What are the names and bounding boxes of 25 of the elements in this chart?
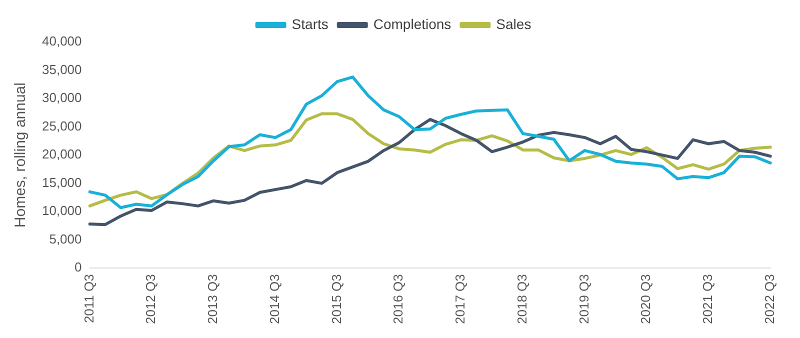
x-tick-label: 2015 Q3 bbox=[328, 274, 344, 324]
x-tick-label: 2013 Q3 bbox=[205, 274, 220, 324]
x-tick-label: 2020 Q3 bbox=[638, 274, 654, 324]
x-tick-label: 2012 Q3 bbox=[143, 274, 158, 324]
legend-label: Sales bbox=[496, 16, 532, 32]
legend-label: Completions bbox=[373, 16, 452, 32]
x-tick-label: 2019 Q3 bbox=[576, 274, 592, 324]
y-axis-title: Homes, rolling annual bbox=[12, 82, 30, 228]
y-tick-label: 35,000 bbox=[42, 62, 82, 77]
y-tick-label: 15,000 bbox=[42, 174, 82, 190]
y-tick-label: 20,000 bbox=[42, 146, 82, 162]
x-tick-label: 2018 Q3 bbox=[514, 274, 530, 324]
y-tick-label: 25,000 bbox=[42, 118, 82, 134]
x-tick-label: 2016 Q3 bbox=[390, 274, 406, 324]
y-tick-label: 30,000 bbox=[42, 90, 82, 106]
y-tick-label: 10,000 bbox=[42, 203, 82, 218]
legend-label: Starts bbox=[292, 16, 328, 32]
x-tick-label: 2017 Q3 bbox=[452, 274, 468, 324]
x-tick-label: 2021 Q3 bbox=[700, 274, 716, 324]
x-tick-label: 2022 Q3 bbox=[762, 274, 777, 324]
x-tick-label: 2011 Q3 bbox=[81, 274, 96, 324]
y-tick-label: 5,000 bbox=[49, 231, 82, 246]
y-tick-label: 0 bbox=[74, 260, 82, 275]
x-tick-label: 2014 Q3 bbox=[266, 274, 282, 324]
y-tick-label: 40,000 bbox=[42, 34, 82, 49]
